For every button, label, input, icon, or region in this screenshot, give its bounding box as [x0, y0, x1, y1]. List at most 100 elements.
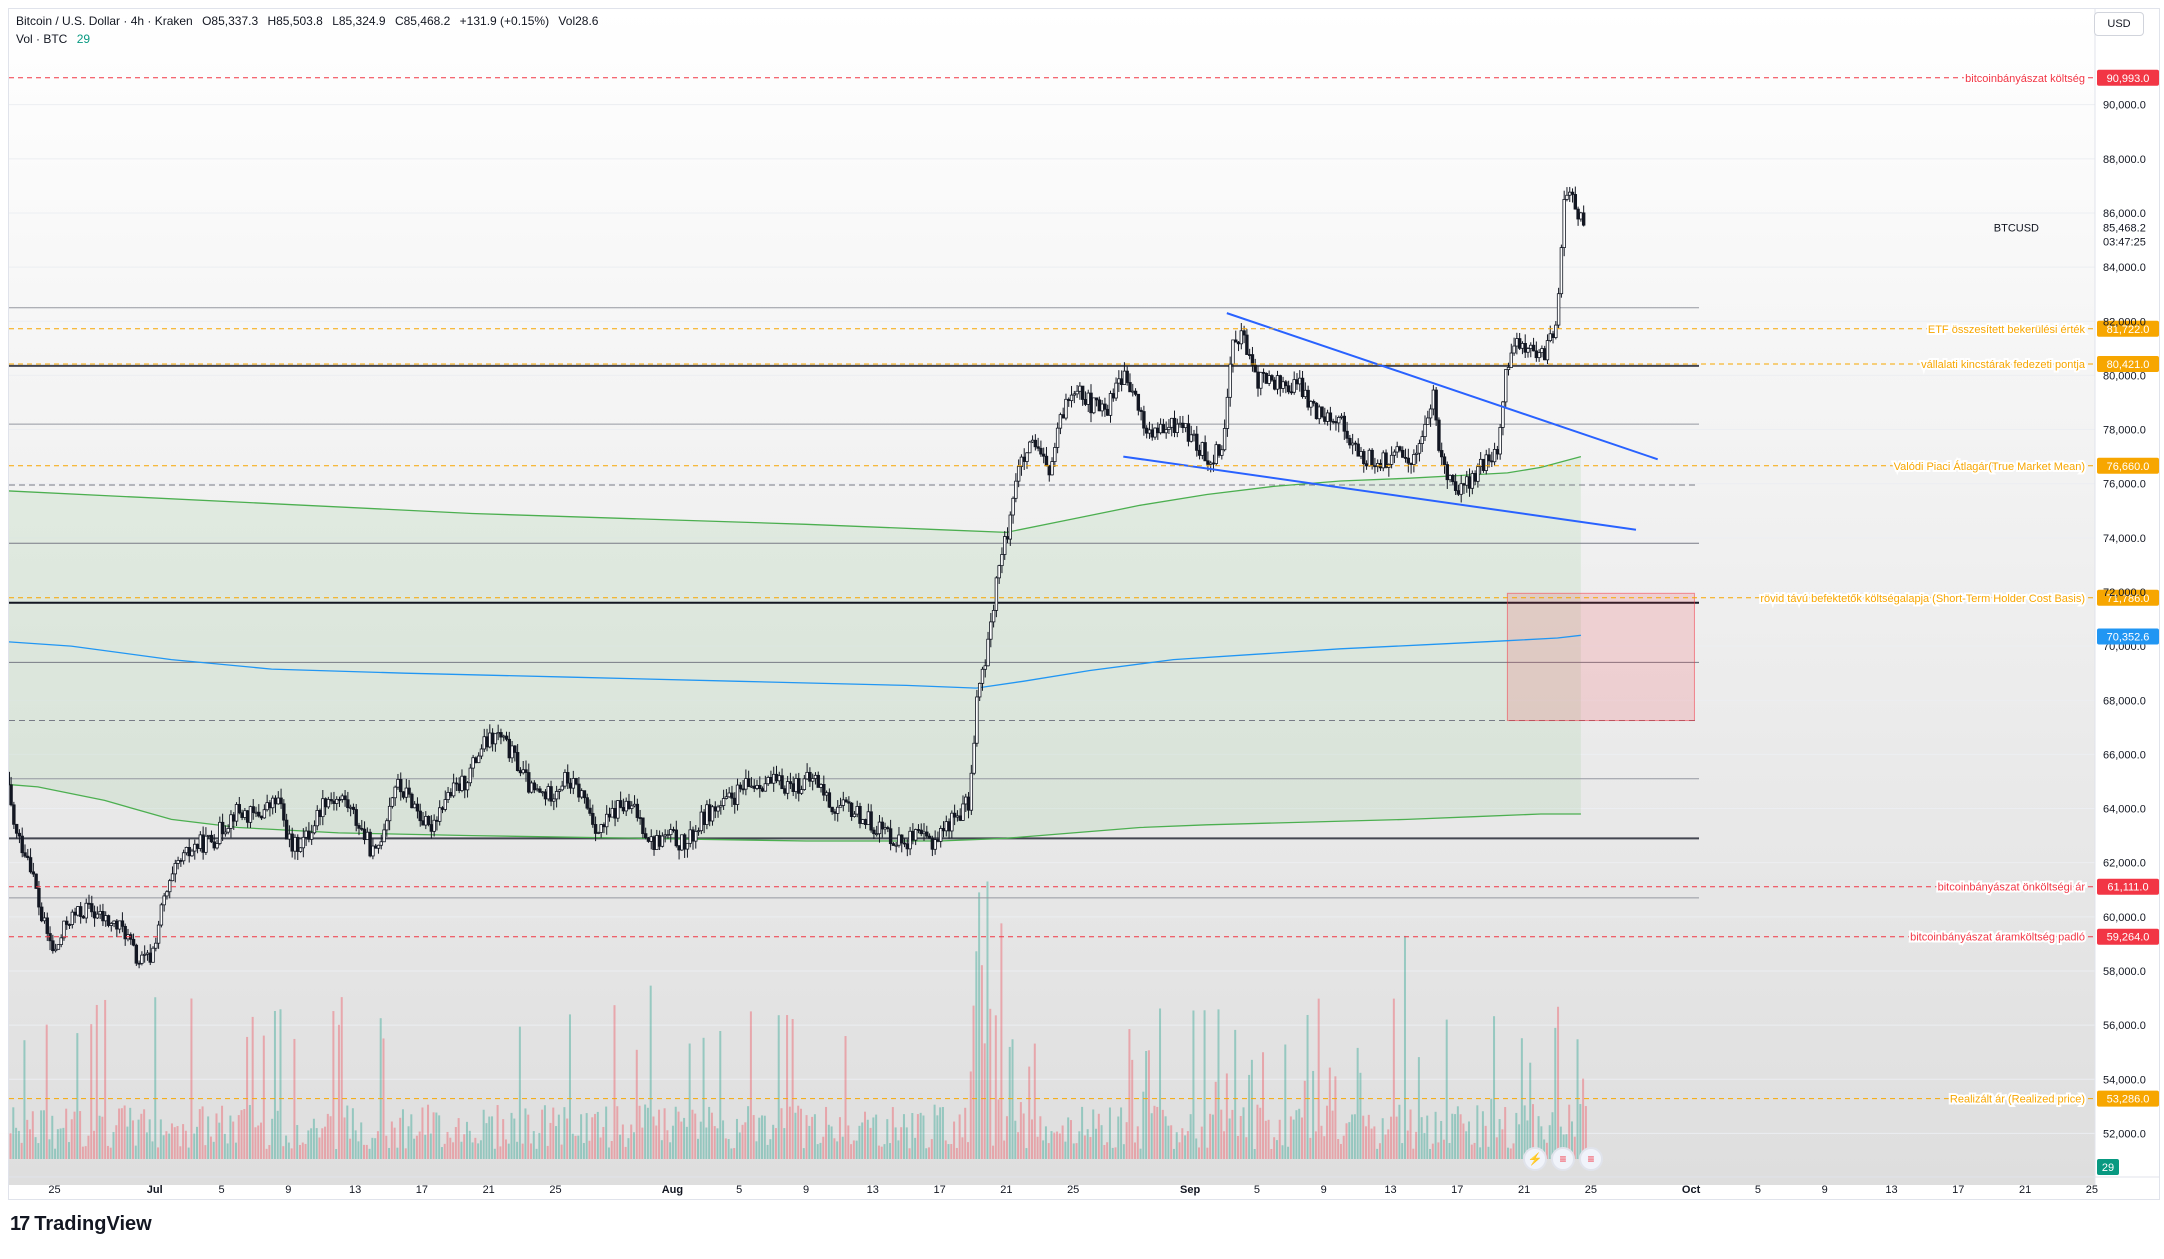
- candle-body: [1409, 462, 1413, 466]
- volume-bar: [1072, 1143, 1075, 1159]
- candle-body: [886, 827, 890, 830]
- time-tick-label: Jul: [147, 1184, 163, 1196]
- candle-body: [582, 790, 587, 799]
- candle-body: [682, 834, 687, 850]
- volume-bar: [1557, 1006, 1560, 1159]
- candle-body: [248, 806, 253, 823]
- volume-bar: [1537, 1116, 1540, 1159]
- candle-body: [1206, 460, 1210, 465]
- volume-bar: [902, 1114, 905, 1159]
- volume-bar: [535, 1148, 538, 1159]
- candle-body: [229, 814, 233, 829]
- candle-body: [727, 792, 731, 798]
- candle-body: [95, 913, 100, 919]
- volume-bar: [1044, 1126, 1047, 1159]
- volume-bar: [1445, 1019, 1448, 1159]
- candle-body: [418, 810, 422, 822]
- volume-bar: [521, 1143, 524, 1159]
- time-tick-label: 25: [48, 1184, 60, 1196]
- volume-bar: [304, 1143, 307, 1159]
- volume-bar: [12, 1107, 15, 1159]
- candle-body: [376, 844, 381, 849]
- volume-indicator-label[interactable]: Vol · BTC: [16, 32, 68, 46]
- candle-body: [630, 805, 634, 809]
- volume-bar: [257, 1125, 260, 1159]
- candle-body: [977, 682, 982, 698]
- candle-body: [1200, 442, 1205, 456]
- candle-body: [716, 806, 720, 812]
- candle-body: [1156, 427, 1160, 434]
- volume-bar: [674, 1106, 677, 1159]
- time-tick-label: 9: [285, 1184, 291, 1196]
- us-flag-icon[interactable]: ≡: [1551, 1147, 1575, 1171]
- volume-bar: [1161, 1109, 1164, 1159]
- candle-body: [187, 847, 191, 857]
- candle-body: [312, 825, 317, 834]
- price-chart[interactable]: bitcoinbányászat költség 90,993.0 ETF össz…: [9, 9, 2159, 1199]
- price-tick-label: 86,000.0: [2103, 208, 2146, 220]
- candle-body: [1401, 449, 1405, 458]
- volume-bar: [148, 1119, 151, 1159]
- candle-body: [1345, 430, 1349, 439]
- candle-body: [925, 831, 929, 837]
- candle-body: [1167, 426, 1171, 430]
- level-label: vállalati kincstárak fedezeti pontja: [1921, 359, 2086, 371]
- candle-body: [457, 783, 461, 791]
- volume-bar: [290, 1148, 293, 1159]
- symbol-title[interactable]: Bitcoin / U.S. Dollar · 4h · Kraken: [16, 14, 193, 28]
- candle-body: [73, 911, 77, 916]
- candle-body: [1298, 377, 1302, 385]
- candle-body: [195, 843, 200, 849]
- candle-body: [1106, 408, 1110, 416]
- volume-bar: [446, 1131, 449, 1159]
- volume-bar: [705, 1127, 708, 1159]
- candle-body: [691, 829, 695, 842]
- candle-body: [65, 920, 69, 925]
- volume-bar: [499, 1146, 502, 1159]
- currency-button[interactable]: USD: [2094, 12, 2144, 36]
- volume-bar: [847, 1125, 850, 1159]
- candle-body: [1186, 423, 1191, 442]
- volume-bar: [1565, 1134, 1568, 1159]
- candle-body: [699, 811, 704, 832]
- volume-bar: [1532, 1104, 1535, 1159]
- volume-bar: [1509, 1148, 1512, 1159]
- candle-body: [1481, 458, 1486, 471]
- candle-body: [1523, 343, 1527, 353]
- candle-body: [975, 696, 979, 744]
- volume-bar: [310, 1128, 313, 1159]
- candle-body: [1128, 382, 1132, 393]
- volume-bar: [1039, 1116, 1042, 1159]
- volume-bar: [1559, 1126, 1562, 1159]
- volume-bar: [585, 1113, 588, 1159]
- candle-body: [293, 836, 297, 852]
- volume-bar: [1097, 1113, 1100, 1159]
- volume-bar: [474, 1137, 477, 1159]
- candle-body: [440, 807, 445, 810]
- volume-bar: [1000, 923, 1003, 1159]
- legend: Bitcoin / U.S. Dollar · 4h · Kraken O85,…: [16, 14, 604, 46]
- time-tick-label: 25: [1585, 1184, 1597, 1196]
- tradingview-logo[interactable]: 17 TradingView: [10, 1213, 152, 1236]
- volume-bar: [580, 1114, 583, 1159]
- candle-body: [1175, 423, 1179, 433]
- volume-bar: [20, 1142, 23, 1159]
- candle-body: [1303, 389, 1308, 398]
- volume-bar: [621, 1124, 624, 1159]
- volume-bar: [1309, 1137, 1312, 1159]
- volume-bar: [858, 1125, 861, 1159]
- volume-bar: [340, 997, 343, 1159]
- lightning-icon[interactable]: ⚡: [1523, 1147, 1547, 1171]
- us-flag-icon[interactable]: ≡: [1579, 1147, 1603, 1171]
- volume-bar: [660, 1140, 663, 1159]
- candle-body: [1492, 449, 1497, 463]
- volume-bar: [176, 1126, 179, 1159]
- volume-bar: [62, 1127, 65, 1159]
- volume-bar: [9, 1133, 12, 1159]
- volume-bar: [716, 1128, 719, 1159]
- blue-moving-average-line: [9, 634, 1581, 689]
- candle-body: [28, 857, 33, 873]
- candle-body: [855, 805, 859, 815]
- volume-bar: [986, 881, 989, 1159]
- candle-body: [532, 782, 537, 791]
